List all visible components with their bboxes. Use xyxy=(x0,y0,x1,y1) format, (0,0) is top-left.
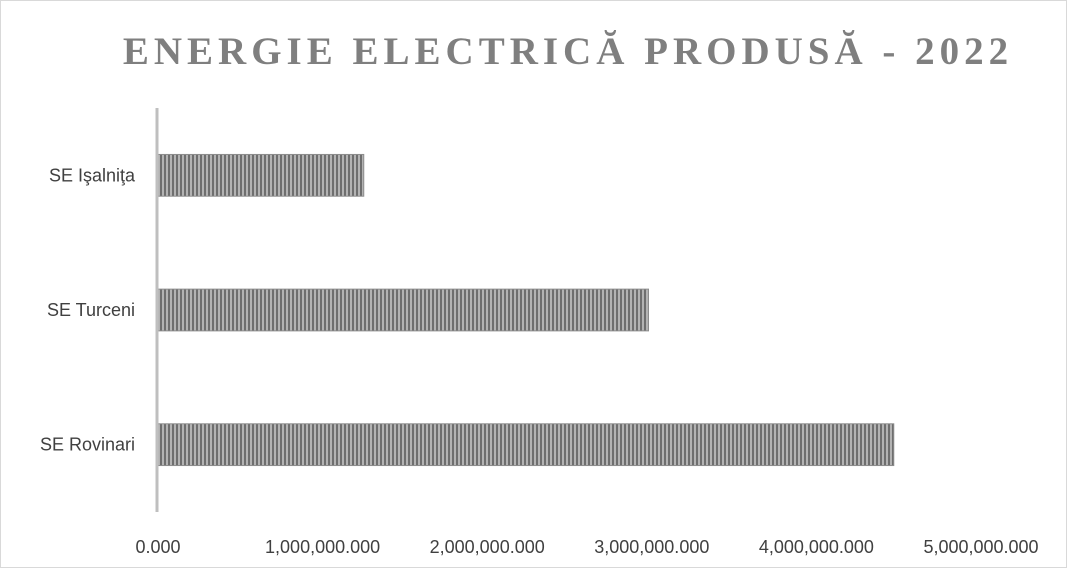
bar-1 xyxy=(157,288,650,332)
category-label: SE Rovinari xyxy=(40,435,135,455)
x-tick-label: 0.000 xyxy=(135,537,180,557)
bar-0 xyxy=(157,153,365,197)
x-tick-label: 5,000,000.000 xyxy=(923,537,1038,557)
x-tick-label: 1,000,000.000 xyxy=(265,537,380,557)
bar-2 xyxy=(157,423,895,467)
chart-title: ENERGIE ELECTRICĂ PRODUSĂ - 2022 xyxy=(122,30,1014,73)
category-label: SE Turceni xyxy=(47,300,135,320)
category-label: SE Işalniţa xyxy=(49,165,136,185)
x-tick-label: 3,000,000.000 xyxy=(594,537,709,557)
x-tick-label: 4,000,000.000 xyxy=(759,537,874,557)
x-tick-label: 2,000,000.000 xyxy=(430,537,545,557)
